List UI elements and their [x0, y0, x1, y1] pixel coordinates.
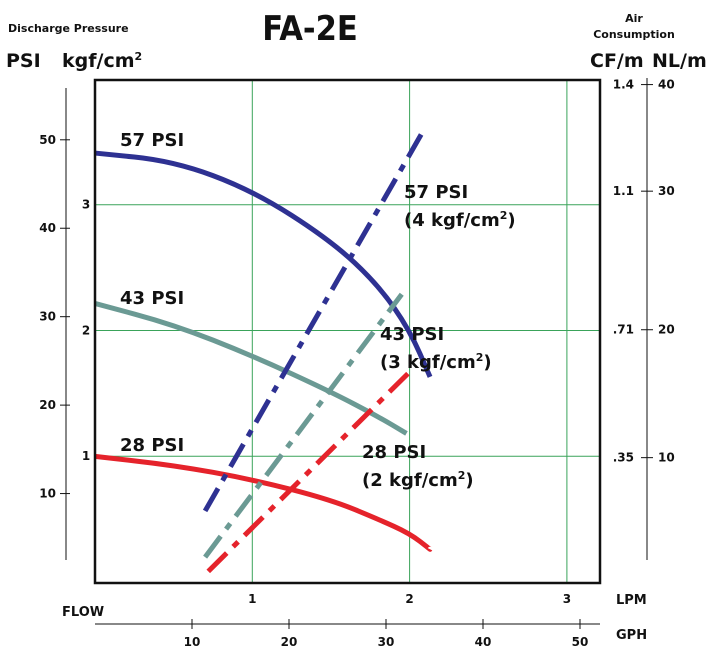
- gph-tick-label: 30: [378, 635, 395, 649]
- air-line-sublabel-tail: ): [465, 470, 473, 491]
- air-line-label: 57 PSI: [404, 182, 468, 203]
- lpm-tick-label: 2: [405, 592, 413, 606]
- lpm-tick-label: 3: [563, 592, 571, 606]
- air-line-sublabel: (2 kgf/cm2): [362, 469, 474, 491]
- psi-tick-label: 30: [39, 310, 56, 324]
- air-consumption-lines: 57 PSI(4 kgf/cm2)43 PSI(3 kgf/cm2)28 PSI…: [202, 125, 516, 574]
- cfm-unit-label: CF/m: [590, 50, 644, 72]
- gph-tick-label: 20: [281, 635, 298, 649]
- air-title-line1: Air: [625, 12, 643, 25]
- air-line-sublabel-tail: ): [507, 210, 515, 231]
- psi-tick-label: 20: [39, 398, 56, 412]
- air-line-sublabel-text: (2 kgf/cm: [362, 470, 458, 491]
- lpm-tick-label: 1: [248, 592, 256, 606]
- kgf-tick-label: 1: [82, 449, 90, 463]
- plot-frame: [93, 78, 602, 585]
- air-line-sublabel-text: (3 kgf/cm: [380, 352, 476, 373]
- air-line-sublabel-sup: 2: [500, 209, 508, 222]
- cfm-tick-label: 1.1: [613, 184, 634, 198]
- pressure-curve-43-psi: [94, 301, 408, 436]
- chart-title: FA-2E: [262, 9, 358, 49]
- kgf-unit-label: kgf/cm2: [62, 50, 142, 72]
- pressure-curve-label: 43 PSI: [120, 288, 184, 309]
- axes: 10 20 30 40 50 1 2 3 1.4 40 1.1 30 .71 20 .35 10 1 2 3 10 20…: [39, 78, 674, 649]
- nlm-tick-label: 10: [658, 451, 675, 465]
- air-line-sublabel: (4 kgf/cm2): [404, 209, 516, 231]
- gph-unit-label: GPH: [616, 628, 647, 643]
- cfm-tick-label: 1.4: [613, 78, 634, 92]
- air-line-sublabel-sup: 2: [476, 351, 484, 364]
- kgf-unit-text: kgf/cm: [62, 50, 135, 72]
- pressure-curve-label: 28 PSI: [120, 435, 184, 456]
- air-line-label: 28 PSI: [362, 442, 426, 463]
- air-line-28-psi: [206, 367, 415, 574]
- nlm-unit-label: NL/m: [652, 50, 707, 72]
- nlm-tick-label: 40: [658, 78, 675, 92]
- grid-lines: [95, 80, 600, 583]
- pressure-curve-28-psi: [94, 453, 432, 552]
- air-line-43-psi: [203, 292, 404, 559]
- kgf-tick-label: 2: [82, 323, 90, 337]
- nlm-tick-label: 20: [658, 323, 675, 337]
- psi-tick-label: 50: [39, 133, 56, 147]
- gph-tick-label: 10: [184, 635, 201, 649]
- lpm-unit-label: LPM: [616, 593, 647, 608]
- psi-unit-label: PSI: [6, 50, 41, 72]
- kgf-unit-sup: 2: [135, 50, 143, 63]
- pressure-curve-label: 57 PSI: [120, 130, 184, 151]
- gph-tick-label: 50: [572, 635, 589, 649]
- cfm-tick-label: .35: [613, 451, 634, 465]
- cfm-tick-label: .71: [613, 323, 634, 337]
- air-title-line2: Consumption: [593, 28, 675, 41]
- air-line-label: 43 PSI: [380, 324, 444, 345]
- air-line-sublabel-sup: 2: [458, 469, 466, 482]
- flow-label: FLOW: [62, 605, 104, 620]
- air-line-sublabel-tail: ): [483, 352, 491, 373]
- air-line-57-psi: [202, 125, 428, 513]
- nlm-tick-label: 30: [658, 184, 675, 198]
- psi-tick-label: 10: [39, 487, 56, 501]
- pressure-curve-57-psi: [94, 150, 433, 379]
- discharge-pressure-label: Discharge Pressure: [8, 22, 129, 35]
- air-line-sublabel-text: (4 kgf/cm: [404, 210, 500, 231]
- air-line-sublabel: (3 kgf/cm2): [380, 351, 492, 373]
- psi-tick-label: 40: [39, 221, 56, 235]
- gph-tick-label: 40: [475, 635, 492, 649]
- kgf-tick-label: 3: [82, 198, 90, 212]
